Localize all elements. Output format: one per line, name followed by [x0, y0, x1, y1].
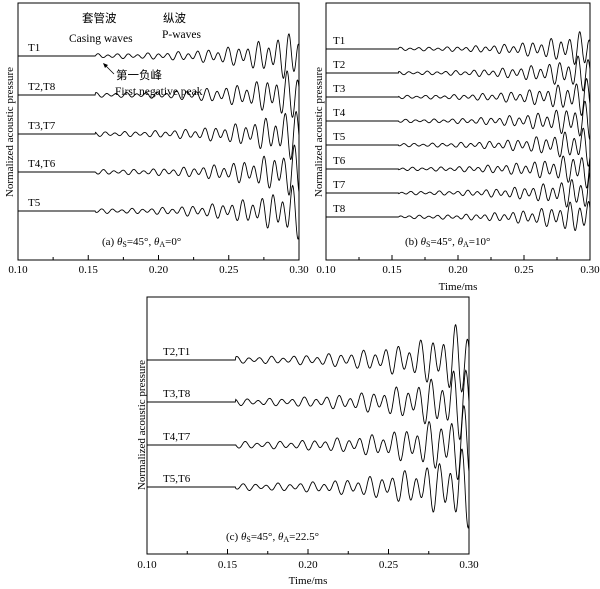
- trace-t2: [326, 55, 591, 92]
- panel-b-caption: (b) θS=45°, θA=10°: [405, 236, 490, 249]
- panel-c-caption: (c) θS=45°, θA=22.5°: [226, 531, 319, 544]
- x-tick-label: 0.25: [379, 559, 399, 571]
- panel-b-x-ticks: 0.10 0.15 0.20 0.25 0.30: [316, 255, 600, 276]
- trace-t5-t6: [147, 448, 470, 529]
- x-tick-label: 0.10: [316, 264, 336, 276]
- trace-label: T6: [333, 155, 346, 167]
- trace-label: T4: [333, 107, 346, 119]
- annotation-arrowhead: [103, 63, 108, 68]
- trace-t2-t1: [147, 323, 470, 393]
- trace-label: T5: [28, 197, 41, 209]
- trace-label: T1: [28, 42, 40, 54]
- x-tick-label: 0.20: [448, 264, 468, 276]
- annotation-peak-zh: 第一负峰: [116, 68, 162, 82]
- trace-label: T3,T7: [28, 120, 56, 132]
- trace-label: T4,T7: [163, 431, 191, 443]
- panel-c-frame: [146, 296, 470, 555]
- panel-c: Normalized acoustic pressure 0.10 0.15 0.2…: [136, 296, 479, 587]
- panel-b-traces: [326, 31, 591, 232]
- trace-label: T2: [333, 59, 345, 71]
- panel-c-x-ticks: 0.10 0.15 0.20 0.25 0.30: [137, 549, 479, 571]
- trace-t8: [326, 200, 591, 232]
- panel-c-trace-labels: T2,T1 T3,T8 T4,T7 T5,T6: [163, 346, 191, 485]
- panel-a: Normalized acoustic pressure 0.10 0.15 0.2…: [4, 2, 309, 276]
- x-tick-label: 0.25: [514, 264, 534, 276]
- panel-a-traces: [18, 33, 300, 240]
- trace-label: T7: [333, 179, 346, 191]
- panel-b-trace-labels: T1 T2 T3 T4 T5 T6 T7 T8: [333, 35, 346, 215]
- trace-t4-t6: [18, 144, 300, 196]
- trace-label: T5: [333, 131, 346, 143]
- trace-t1: [326, 31, 591, 66]
- panel-c-xlabel: Time/ms: [289, 575, 328, 587]
- trace-label: T3: [333, 83, 346, 95]
- trace-label: T2,T8: [28, 81, 56, 93]
- panel-b-xlabel: Time/ms: [439, 281, 478, 293]
- trace-label: T5,T6: [163, 473, 191, 485]
- panel-a-ylabel: Normalized acoustic pressure: [4, 67, 16, 197]
- x-tick-label: 0.25: [219, 264, 239, 276]
- x-tick-label: 0.30: [580, 264, 600, 276]
- annotation-p-en: P-waves: [162, 29, 201, 41]
- x-tick-label: 0.15: [79, 264, 99, 276]
- x-tick-label: 0.10: [8, 264, 28, 276]
- panel-b-frame: [325, 2, 591, 261]
- panel-c-traces: [147, 323, 470, 529]
- trace-t4: [326, 100, 591, 140]
- trace-label: T2,T1: [163, 346, 190, 358]
- panel-c-ylabel: Normalized acoustic pressure: [136, 360, 148, 490]
- x-tick-label: 0.15: [382, 264, 402, 276]
- panel-a-trace-labels: T1 T2,T8 T3,T7 T4,T6 T5: [28, 42, 56, 209]
- x-tick-label: 0.30: [459, 559, 479, 571]
- annotation-peak-en: First negative peak: [115, 86, 203, 98]
- annotation-casing-zh: 套管波: [82, 11, 117, 25]
- trace-t2-t8: [18, 70, 300, 118]
- x-tick-label: 0.15: [218, 559, 238, 571]
- trace-label: T8: [333, 203, 346, 215]
- trace-label: T1: [333, 35, 345, 47]
- panel-b-ylabel: Normalized acoustic pressure: [313, 67, 325, 197]
- trace-t3: [326, 77, 591, 116]
- trace-t6: [326, 155, 591, 189]
- trace-label: T4,T6: [28, 158, 56, 170]
- x-tick-label: 0.20: [149, 264, 169, 276]
- trace-t4-t7: [147, 404, 470, 480]
- panel-a-x-ticks: 0.10 0.15 0.20 0.25 0.30: [8, 255, 309, 276]
- trace-t3-t7: [18, 110, 300, 161]
- trace-t1: [18, 33, 300, 79]
- trace-label: T3,T8: [163, 388, 191, 400]
- x-tick-label: 0.10: [137, 559, 157, 571]
- annotation-p-zh: 纵波: [163, 12, 186, 25]
- panel-b: Normalized acoustic pressure 0.10 0.15 0.2…: [313, 2, 600, 293]
- panel-a-caption: (a) θS=45°, θA=0°: [102, 236, 181, 249]
- trace-t5: [18, 184, 300, 240]
- trace-t5: [326, 127, 591, 167]
- trace-t7: [326, 171, 591, 208]
- x-tick-label: 0.30: [289, 264, 309, 276]
- annotation-casing-en: Casing waves: [69, 33, 133, 45]
- trace-t3-t8: [147, 369, 470, 441]
- x-tick-label: 0.20: [298, 559, 318, 571]
